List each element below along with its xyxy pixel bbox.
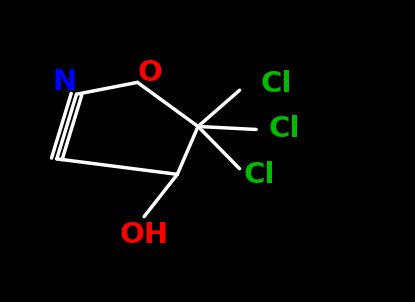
Text: Cl: Cl (260, 70, 292, 98)
Text: N: N (52, 68, 76, 96)
Text: Cl: Cl (244, 161, 275, 189)
Text: OH: OH (120, 221, 168, 249)
Text: O: O (137, 59, 162, 87)
Text: Cl: Cl (269, 115, 300, 143)
